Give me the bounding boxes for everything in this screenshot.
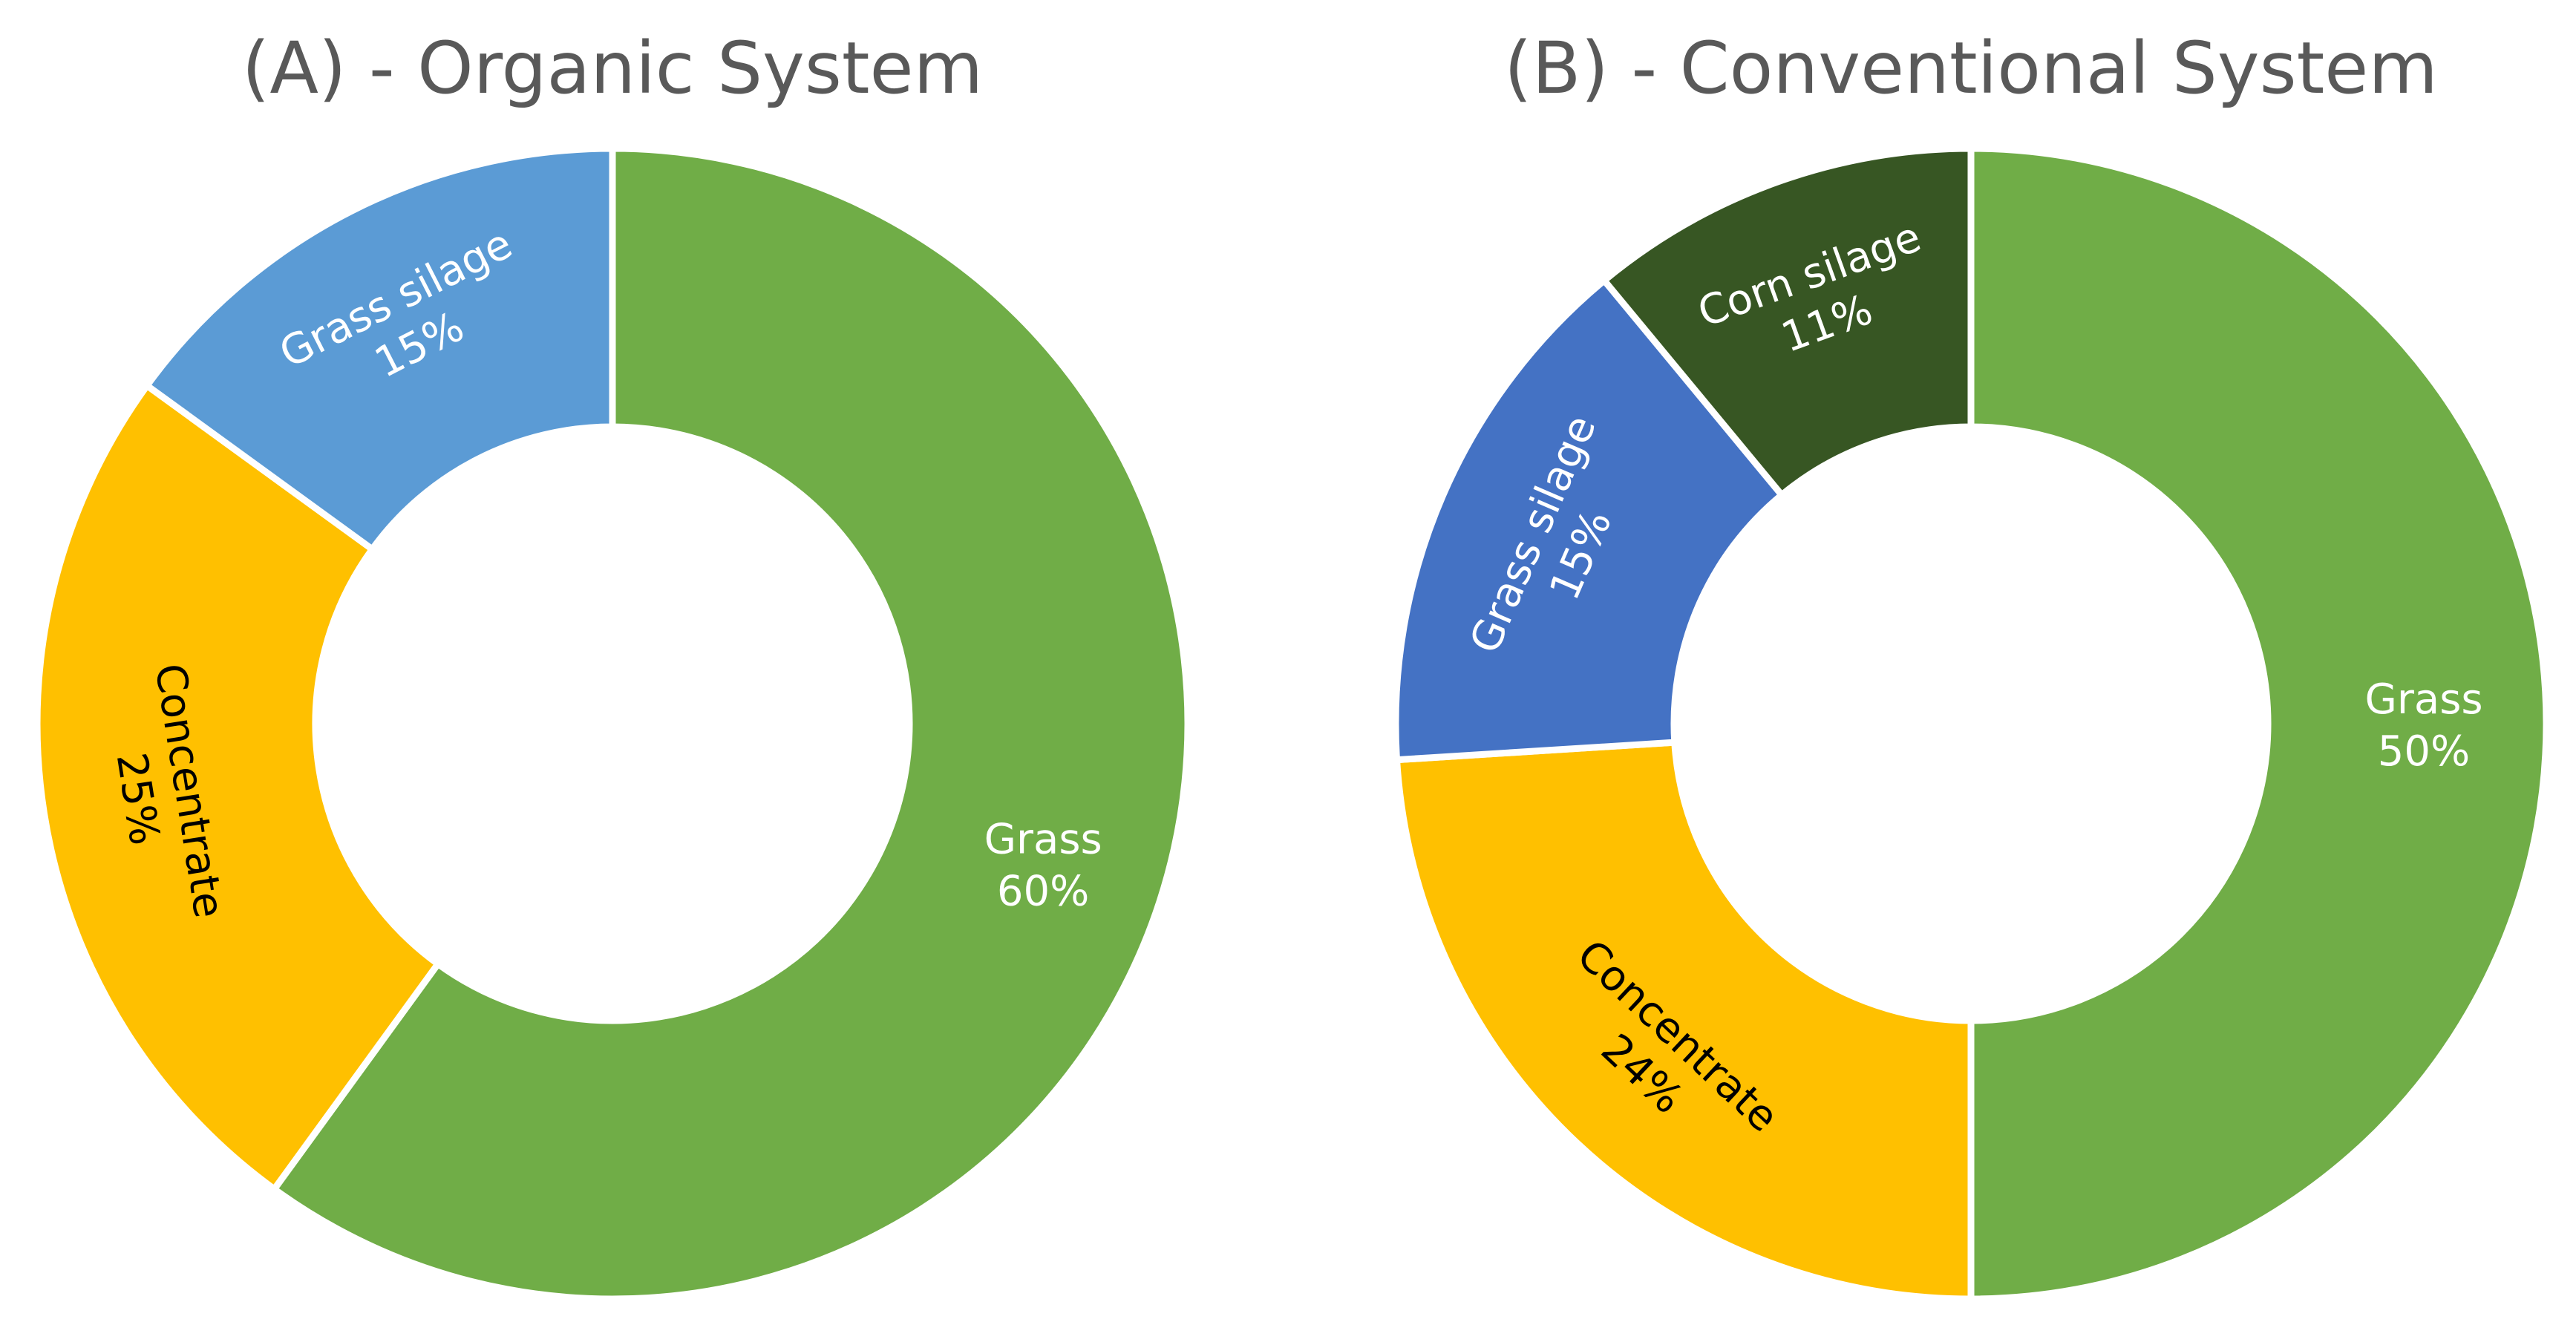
slice-grass-silage xyxy=(143,145,616,553)
donut-chart-organic: Grass 60%Concentrate25%Grass silage15% xyxy=(33,145,1191,1303)
slice-category-grass: Grass xyxy=(984,816,1102,864)
slice-value-grass: 50% xyxy=(2378,727,2470,776)
slice-value-grass: 60% xyxy=(997,868,1089,916)
slice-label-grass: Grass 50% xyxy=(2364,675,2482,776)
slice-label-grass: Grass 60% xyxy=(984,816,1102,916)
donut-chart-conventional: Grass 50%Concentrate24%Grass silage15%Cor… xyxy=(1392,145,2550,1303)
slice-concentrate xyxy=(1393,739,1975,1303)
slice-category-grass: Grass xyxy=(2364,675,2482,724)
chart-b-title: (B) - Conventional System xyxy=(1504,27,2438,110)
slice-grass xyxy=(270,145,1191,1303)
chart-a-title: (A) - Organic System xyxy=(242,27,983,110)
slice-grass xyxy=(1967,145,2550,1303)
slice-corn-silage xyxy=(1601,145,1975,499)
slice-concentrate xyxy=(33,382,442,1193)
slice-grass-silage xyxy=(1392,277,1785,764)
